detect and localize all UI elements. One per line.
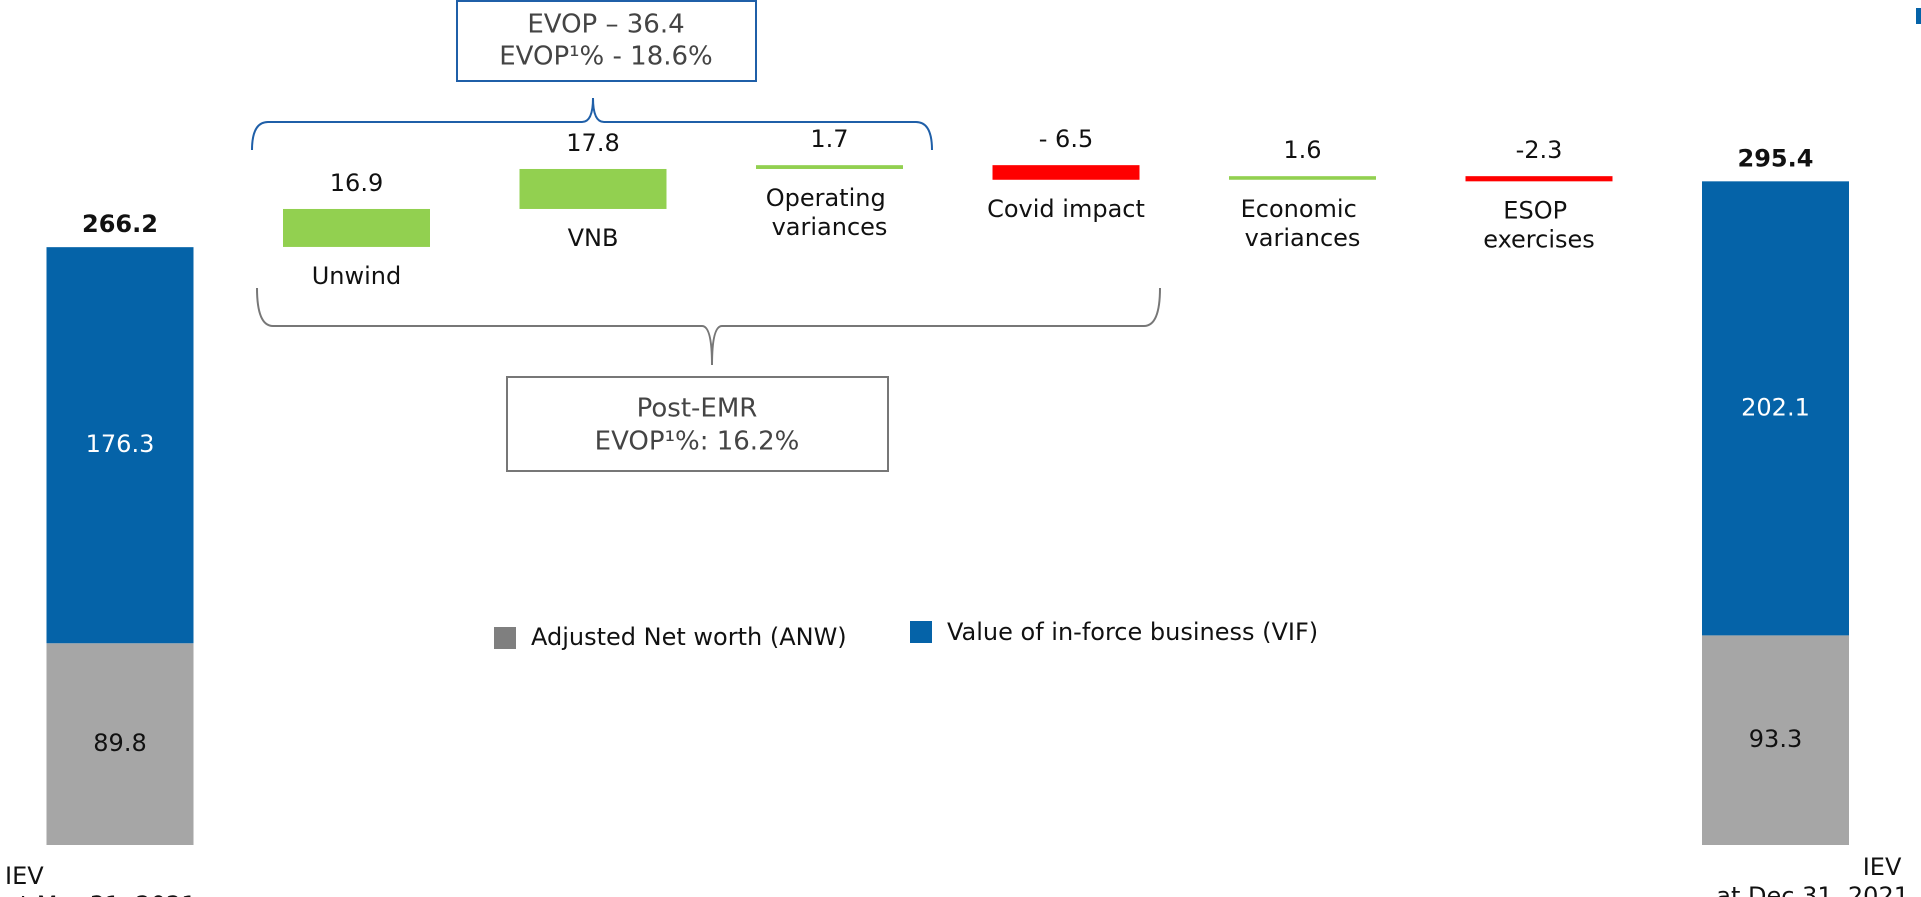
category-label: Operating variances [766, 184, 894, 241]
category-label: IEV at Mar 31, 2021 [5, 862, 197, 897]
category-label: Economic variances [1241, 195, 1365, 252]
segment-label: 202.1 [1741, 393, 1810, 421]
category-label-line: at Mar 31, 2021 [5, 891, 197, 897]
annotation-text: Post-EMR [637, 394, 758, 424]
segment-label: 93.3 [1749, 725, 1802, 753]
value-label: - 6.5 [1039, 125, 1093, 153]
category-label: ESOP exercises [1483, 196, 1595, 253]
category-label-line: ESOP [1503, 196, 1574, 224]
brace [251, 97, 933, 151]
category-label-line: Operating [766, 184, 894, 212]
annotation-text: EVOP – 36.4 [527, 10, 684, 40]
bar-segment [46, 643, 194, 845]
decoration [1916, 8, 1921, 24]
annotation-box [456, 0, 757, 82]
value-label: -2.3 [1516, 136, 1563, 164]
change-bar [756, 165, 903, 169]
value-label: 17.8 [566, 129, 619, 157]
legend-label: Value of in-force business (VIF) [947, 618, 1318, 646]
total-label: 295.4 [1738, 144, 1814, 172]
category-label-line: variances [1245, 224, 1361, 252]
legend-label: Adjusted Net worth (ANW) [531, 623, 847, 651]
bar-segment [46, 247, 194, 644]
category-label: Covid impact [987, 195, 1145, 223]
brace [256, 287, 1161, 366]
annotation-text: EVOP¹% - 18.6% [499, 42, 713, 72]
bar-segment [1702, 635, 1849, 845]
category-label-line: IEV [1863, 853, 1909, 881]
annotation-box [506, 376, 889, 472]
legend-swatch [494, 627, 516, 649]
value-label: 1.6 [1283, 136, 1321, 164]
value-label: 16.9 [330, 169, 383, 197]
segment-label: 89.8 [93, 729, 146, 757]
bar-segment [1702, 181, 1849, 636]
change-bar [1229, 176, 1376, 180]
category-label-line: Economic [1241, 195, 1365, 223]
change-bar [519, 168, 667, 209]
category-label-line: at Dec 31, 2021 [1716, 882, 1909, 897]
category-label-line: exercises [1483, 225, 1595, 253]
annotation-text: EVOP¹%: 16.2% [595, 427, 800, 457]
total-label: 266.2 [82, 210, 158, 238]
change-bar [1465, 176, 1613, 182]
segment-label: 176.3 [86, 430, 155, 458]
value-label: 1.7 [810, 125, 848, 153]
legend-swatch [910, 621, 932, 643]
category-label: IEV at Dec 31, 2021 [1716, 853, 1909, 897]
category-label: VNB [568, 224, 619, 252]
category-label-line: IEV [5, 862, 51, 890]
category-label-line: variances [772, 213, 888, 241]
category-label: Unwind [312, 262, 402, 290]
change-bar [283, 208, 430, 247]
change-bar [992, 165, 1140, 180]
